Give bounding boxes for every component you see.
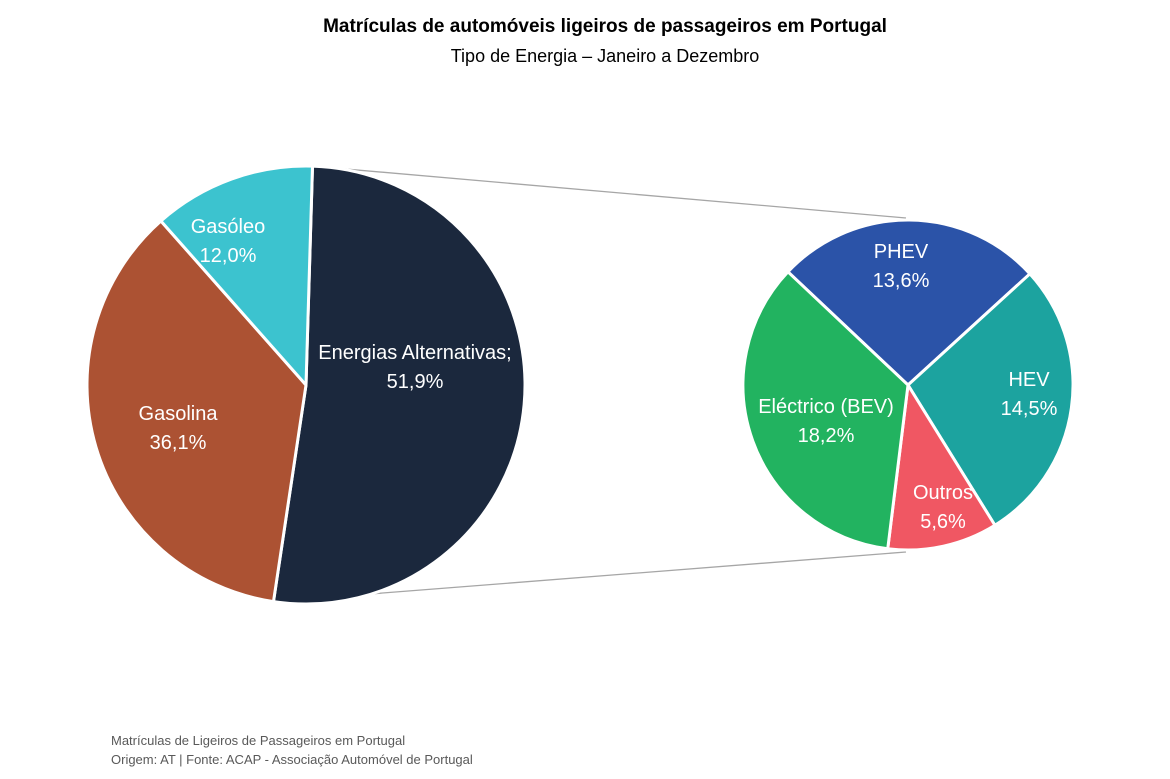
breakdown-value-outros: 5,6% [920,511,966,533]
breakdown-value-hev: 14,5% [1001,398,1058,420]
main-pie: Energias Alternativas; 51,9% Gasolina 36,1%… [85,164,527,606]
breakdown-label-hev: HEV [1008,369,1050,391]
breakdown-slice-phev [786,218,1032,387]
footer-line-1: Matrículas de Ligeiros de Passageiros em… [111,733,406,748]
connector-line-bottom [273,551,907,603]
breakdown-pie: PHEV 13,6% HEV 14,5% Outros 5,6% Eléctrico (BE… [741,218,1075,552]
main-slice-gasolina [85,219,308,604]
main-label-gasoleo: Gasóleo [191,216,266,238]
footer-line-2: Origem: AT | Fonte: ACAP - Associação Au… [111,752,473,767]
main-value-energias-alternativas: 51,9% [387,371,444,393]
connector-lines [273,165,907,603]
chart-subtitle: Tipo de Energia – Janeiro a Dezembro [450,46,760,66]
breakdown-label-electrico-bev: Eléctrico (BEV) [758,396,894,418]
main-slice-gasoleo [159,164,314,387]
breakdown-label-phev: PHEV [874,241,929,263]
main-label-gasolina: Gasolina [139,403,219,425]
breakdown-value-phev: 13,6% [873,270,930,292]
main-slice-energias-alternativas [271,164,527,606]
breakdown-slice-hev [906,272,1075,527]
main-value-gasolina: 36,1% [150,432,207,454]
main-value-gasoleo: 12,0% [200,245,257,267]
main-label-energias-alternativas: Energias Alternativas; [318,342,511,364]
connector-line-top [312,165,907,219]
chart-title: Matrículas de automóveis ligeiros de pas… [323,16,887,37]
breakdown-label-outros: Outros [913,482,973,504]
chart-footer: Matrículas de Ligeiros de Passageiros em… [111,731,473,769]
breakdown-slice-electrico-bev [741,270,910,551]
breakdown-value-electrico-bev: 18,2% [798,425,855,447]
breakdown-slice-outros [886,383,997,552]
